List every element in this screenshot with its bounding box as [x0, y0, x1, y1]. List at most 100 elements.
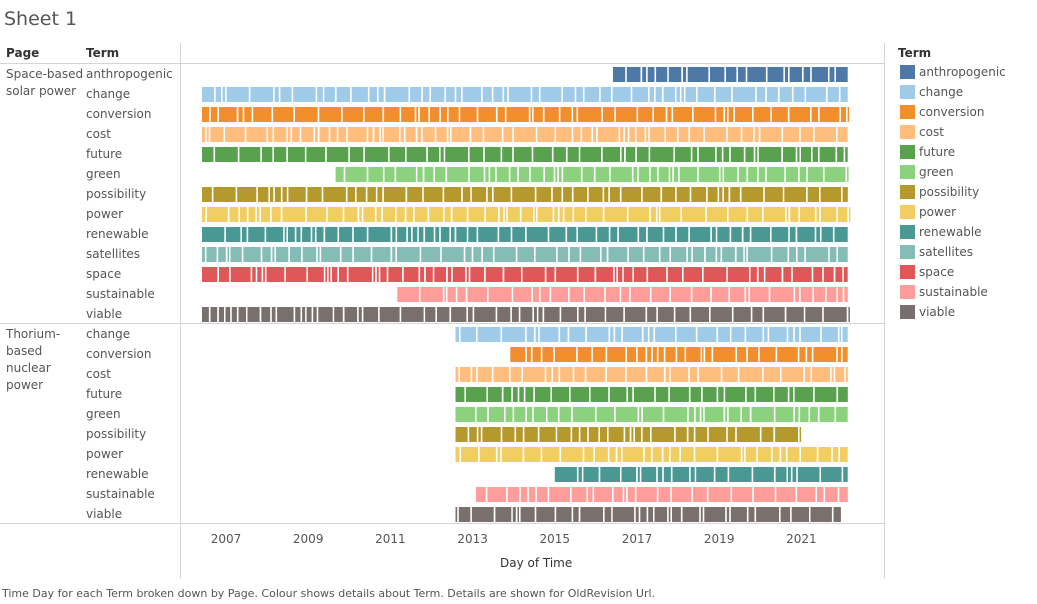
- bar-segment: [335, 167, 344, 182]
- bar-segment: [698, 147, 716, 162]
- term-bar-future: [455, 387, 848, 402]
- bar-segment: [797, 147, 800, 162]
- bar-segment: [732, 87, 756, 102]
- bar-segment: [786, 207, 789, 222]
- bar-segment: [719, 187, 723, 202]
- bar-segment: [434, 267, 447, 282]
- bar-segment: [477, 367, 492, 382]
- bar-segment: [285, 267, 307, 282]
- bar-segment: [596, 267, 614, 282]
- bar-segment: [728, 207, 747, 222]
- bar-segment: [533, 407, 546, 422]
- bar-segment: [676, 227, 689, 242]
- legend-label: cost: [919, 125, 944, 139]
- bar-segment: [570, 387, 589, 402]
- term-bar-power: [202, 207, 851, 222]
- bar-segment: [716, 147, 722, 162]
- label-plot-divider: [180, 43, 181, 578]
- bar-segment: [823, 307, 847, 322]
- bar-segment: [744, 247, 747, 262]
- term-label-possibility: possibility: [86, 427, 147, 441]
- bar-segment: [554, 347, 577, 362]
- x-tick-label: 2021: [786, 532, 817, 546]
- bar-segment: [629, 127, 635, 142]
- bar-segment: [627, 487, 635, 502]
- bar-segment: [246, 127, 267, 142]
- bar-segment: [729, 467, 752, 482]
- bar-segment: [425, 267, 433, 282]
- bar-segment: [327, 207, 343, 222]
- term-label-power: power: [86, 447, 124, 461]
- bar-segment: [621, 187, 642, 202]
- bar-segment: [219, 267, 230, 282]
- bar-segment: [560, 327, 568, 342]
- bar-segment: [256, 207, 260, 222]
- bar-segment: [722, 367, 738, 382]
- bar-segment: [612, 87, 631, 102]
- bar-segment: [301, 127, 314, 142]
- bar-segment: [799, 427, 802, 442]
- bar-segment: [493, 367, 509, 382]
- bar-segment: [206, 207, 228, 222]
- bar-segment: [534, 307, 537, 322]
- bar-segment: [578, 467, 582, 482]
- bar-segment: [577, 347, 592, 362]
- bar-segment: [368, 167, 383, 182]
- bar-segment: [638, 107, 653, 122]
- bar-segment: [302, 227, 311, 242]
- bar-segment: [604, 187, 609, 202]
- bar-segment: [663, 87, 675, 102]
- bar-segment: [649, 87, 654, 102]
- bar-segment: [704, 127, 727, 142]
- bar-segment: [257, 267, 262, 282]
- bar-segment: [238, 107, 243, 122]
- bar-segment: [448, 127, 450, 142]
- bar-segment: [783, 147, 796, 162]
- bar-segment: [584, 287, 605, 302]
- bar-segment: [321, 247, 340, 262]
- bar-segment: [525, 387, 534, 402]
- bar-segment: [697, 327, 717, 342]
- bar-segment: [813, 267, 823, 282]
- bar-segment: [624, 487, 626, 502]
- bar-segment: [840, 87, 848, 102]
- bar-segment: [379, 307, 400, 322]
- bar-segment: [353, 247, 371, 262]
- bar-segment: [307, 187, 322, 202]
- bar-segment: [476, 487, 486, 502]
- bar-segment: [700, 507, 703, 522]
- bar-segment: [431, 87, 445, 102]
- bar-segment: [676, 187, 690, 202]
- bar-segment: [676, 327, 696, 342]
- bar-segment: [497, 447, 501, 462]
- bar-segment: [353, 227, 367, 242]
- bar-segment: [683, 67, 687, 82]
- bar-segment: [594, 487, 612, 502]
- bar-segment: [271, 307, 276, 322]
- bar-segment: [845, 367, 848, 382]
- bar-segment: [748, 207, 762, 222]
- bar-segment: [655, 387, 669, 402]
- bar-segment: [628, 247, 643, 262]
- bar-segment: [652, 447, 662, 462]
- bar-segment: [494, 247, 516, 262]
- bar-segment: [263, 267, 265, 282]
- bar-segment: [758, 147, 782, 162]
- bar-segment: [202, 107, 210, 122]
- bar-segment: [444, 287, 446, 302]
- bar-segment: [621, 147, 625, 162]
- term-bar-conversion: [510, 347, 848, 362]
- bar-segment: [510, 347, 526, 362]
- bar-segment: [578, 267, 595, 282]
- bar-segment: [687, 247, 692, 262]
- bar-segment: [586, 327, 609, 342]
- bar-segment: [557, 427, 571, 442]
- bar-segment: [793, 87, 805, 102]
- bar-segment: [596, 407, 615, 422]
- bar-segment: [471, 127, 483, 142]
- bar-segment: [614, 267, 617, 282]
- bar-segment: [339, 267, 347, 282]
- bar-segment: [482, 427, 501, 442]
- bar-segment: [668, 507, 671, 522]
- bar-segment: [430, 107, 440, 122]
